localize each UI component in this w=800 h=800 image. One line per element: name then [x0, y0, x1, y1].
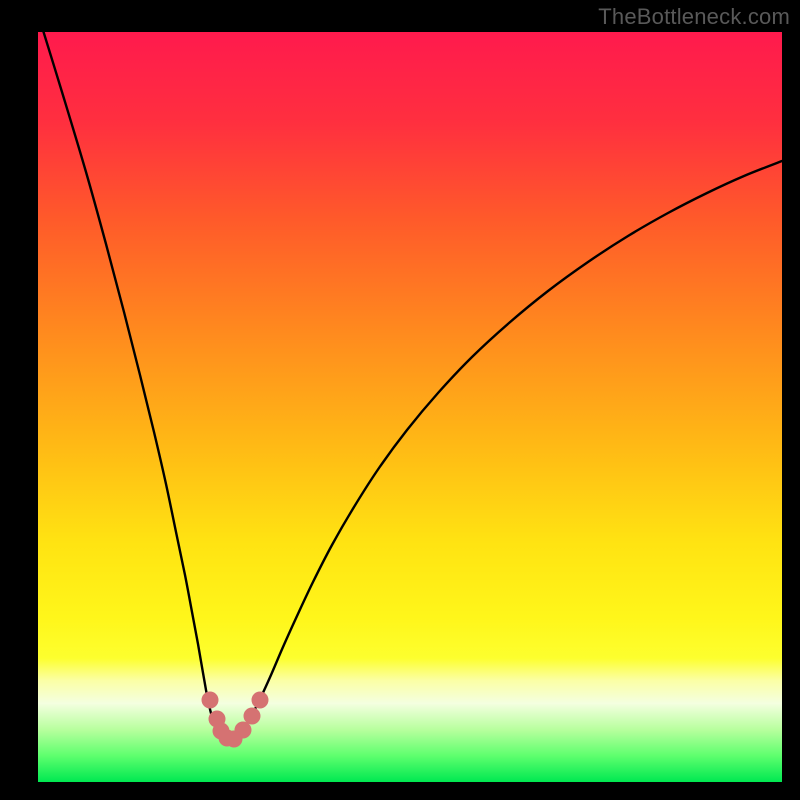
frame-left — [0, 31, 38, 800]
chart-marker — [235, 722, 252, 739]
bottleneck-chart — [0, 0, 800, 800]
chart-marker — [252, 692, 269, 709]
frame-right — [782, 31, 800, 800]
chart-marker — [202, 692, 219, 709]
chart-stage: TheBottleneck.com — [0, 0, 800, 800]
chart-background — [38, 32, 782, 782]
chart-marker — [244, 708, 261, 725]
watermark-text: TheBottleneck.com — [598, 4, 790, 30]
frame-bottom — [0, 782, 800, 800]
